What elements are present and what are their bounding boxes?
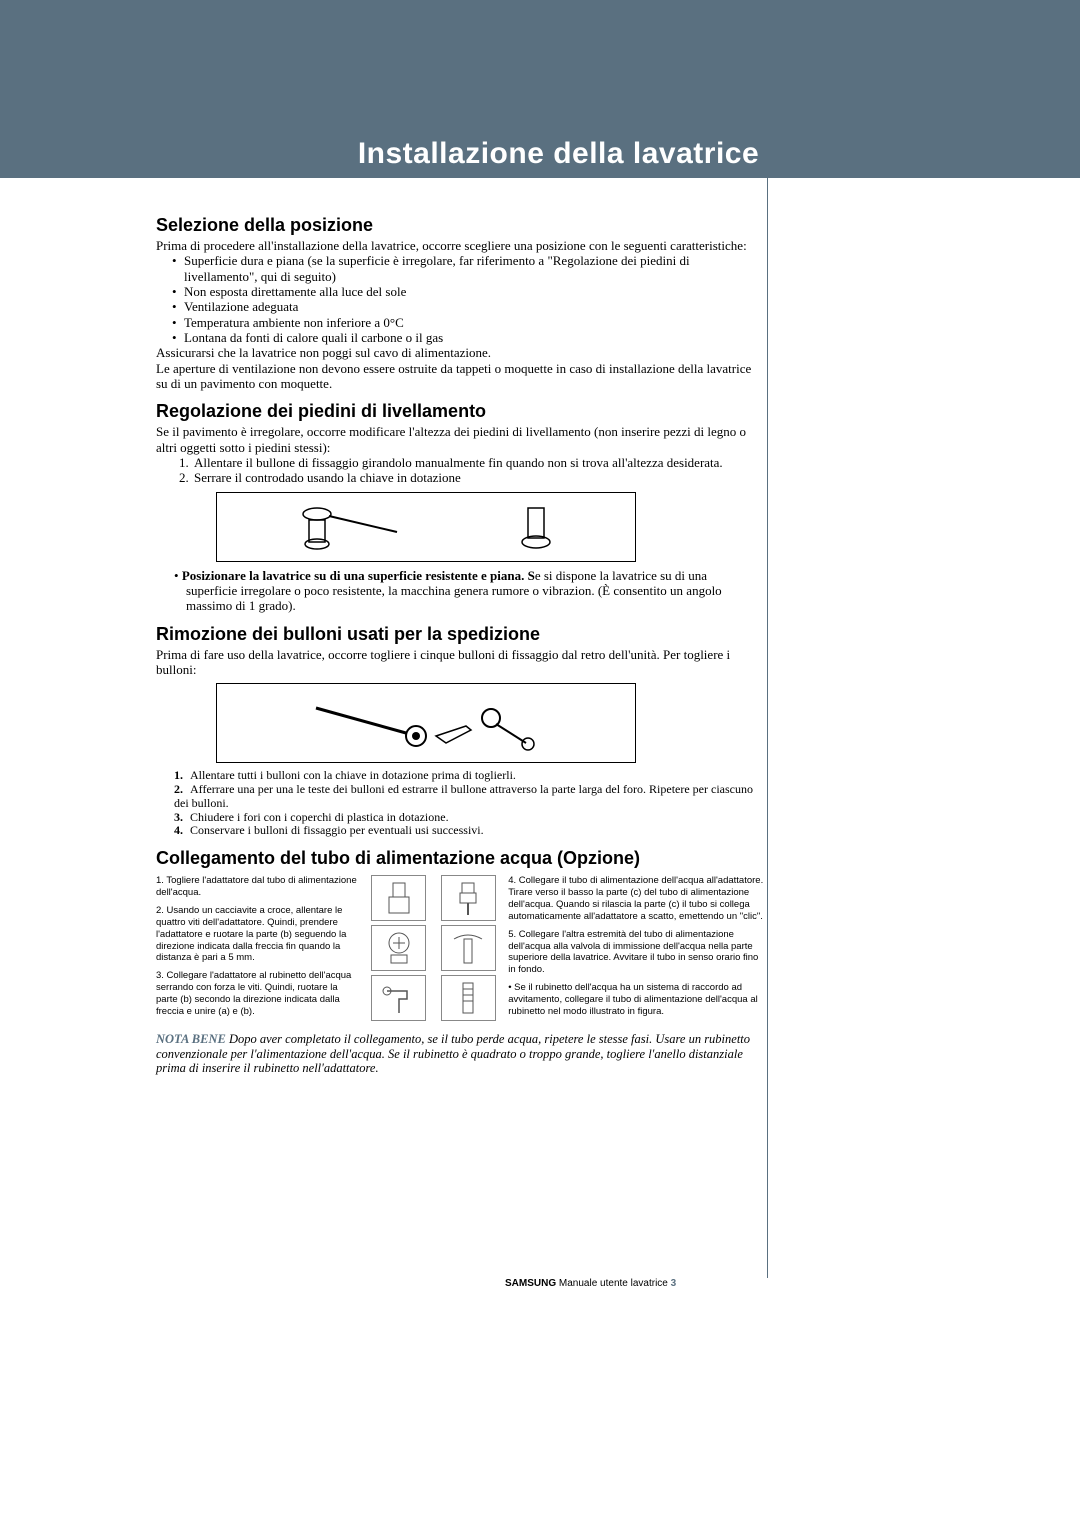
position-after-1: Assicurarsi che la lavatrice non poggi s… (156, 345, 756, 360)
nota-bene: NOTA BENE Dopo aver completato il colleg… (156, 1032, 766, 1076)
step-item: 3.Chiudere i fori con i coperchi di plas… (174, 811, 756, 825)
section-hose: Collegamento del tubo di alimentazione a… (156, 848, 766, 869)
leveling-bold: Posizionare la lavatrice su di una super… (182, 568, 535, 583)
bolts-steps: 1.Allentare tutti i bulloni con la chiav… (174, 769, 756, 838)
footer-brand: SAMSUNG (505, 1278, 556, 1289)
hose-step-6: • Se il rubinetto dell'acqua ha un siste… (508, 982, 766, 1018)
hose-left-column: 1. Togliere l'adattatore dal tubo di ali… (156, 875, 359, 1024)
hose-icons-right (439, 875, 498, 1024)
heading-hose: Collegamento del tubo di alimentazione a… (156, 848, 766, 869)
step-item: 1.Allentare tutti i bulloni con la chiav… (174, 769, 756, 783)
page-title: Installazione della lavatrice (358, 137, 759, 171)
leveling-steps: Allentare il bullone di fissaggio girand… (184, 455, 756, 486)
leveling-intro: Se il pavimento è irregolare, occorre mo… (156, 424, 756, 455)
step-text: Afferrare una per una le teste dei bullo… (174, 782, 753, 810)
bullet-item: Temperatura ambiente non inferiore a 0°C (184, 315, 756, 330)
adapter-icon (371, 875, 426, 921)
position-intro: Prima di procedere all'installazione del… (156, 238, 756, 253)
section-position: Selezione della posizione Prima di proce… (156, 215, 756, 391)
position-after-2: Le aperture di ventilazione non devono e… (156, 361, 756, 392)
leveling-warning: • Posizionare la lavatrice su di una sup… (174, 568, 756, 614)
hose-step-2: 2. Usando un cacciavite a croce, allenta… (156, 905, 359, 964)
hose-icons-left (369, 875, 428, 1024)
heading-leveling: Regolazione dei piedini di livellamento (156, 401, 756, 422)
hose-c-icon (441, 875, 496, 921)
section-bolts: Rimozione dei bulloni usati per la spedi… (156, 624, 756, 839)
step-text: Allentare tutti i bulloni con la chiave … (190, 768, 516, 782)
step-item: 4.Conservare i bulloni di fissaggio per … (174, 824, 756, 838)
bolts-figure (216, 683, 636, 763)
wrench-foot-icon (287, 502, 407, 552)
hose-right-column: 4. Collegare il tubo di alimentazione de… (508, 875, 766, 1024)
hose-step-5: 5. Collegare l'altra estremità del tubo … (508, 929, 766, 977)
hose-step-3: 3. Collegare l'adattatore al rubinetto d… (156, 970, 359, 1018)
title-band: Installazione della lavatrice (255, 130, 862, 178)
section-leveling: Regolazione dei piedini di livellamento … (156, 401, 756, 613)
step-item: Serrare il controdado usando la chiave i… (192, 470, 756, 485)
heading-position: Selezione della posizione (156, 215, 756, 236)
page: Installazione della lavatrice Selezione … (0, 0, 1080, 1528)
step-text: Conservare i bulloni di fissaggio per ev… (190, 823, 484, 837)
leveling-warning-text: • Posizionare la lavatrice su di una sup… (174, 568, 756, 614)
content-area: Selezione della posizione Prima di proce… (156, 205, 916, 1076)
nota-label: NOTA BENE (156, 1032, 226, 1046)
nota-body: Dopo aver completato il collegamento, se… (156, 1032, 750, 1076)
screw-icon (371, 925, 426, 971)
valve-icon (441, 925, 496, 971)
page-footer: SAMSUNG Manuale utente lavatrice 3 (505, 1278, 676, 1289)
bullet-item: Lontana da fonti di calore quali il carb… (184, 330, 756, 345)
faucet-icon (371, 975, 426, 1021)
bullet-item: Ventilazione adeguata (184, 299, 756, 314)
heading-bolts: Rimozione dei bulloni usati per la spedi… (156, 624, 756, 645)
step-text: Chiudere i fori con i coperchi di plasti… (190, 810, 449, 824)
footer-text-val: Manuale utente lavatrice (559, 1278, 668, 1289)
bolts-intro: Prima di fare uso della lavatrice, occor… (156, 647, 756, 678)
position-bullets: Superficie dura e piana (se la superfici… (184, 253, 756, 345)
hose-step-1: 1. Togliere l'adattatore dal tubo di ali… (156, 875, 359, 899)
threaded-icon (441, 975, 496, 1021)
bullet-item: Superficie dura e piana (se la superfici… (184, 253, 756, 284)
footer-page-num: 3 (671, 1278, 677, 1289)
step-item: Allentare il bullone di fissaggio girand… (192, 455, 756, 470)
bolt-removal-icon (296, 688, 556, 758)
leveling-figure (216, 492, 636, 562)
step-item: 2.Afferrare una per una le teste dei bul… (174, 783, 756, 811)
hose-grid: 1. Togliere l'adattatore dal tubo di ali… (156, 875, 766, 1024)
hose-step-4: 4. Collegare il tubo di alimentazione de… (508, 875, 766, 923)
foot-icon (506, 502, 566, 552)
bullet-item: Non esposta direttamente alla luce del s… (184, 284, 756, 299)
